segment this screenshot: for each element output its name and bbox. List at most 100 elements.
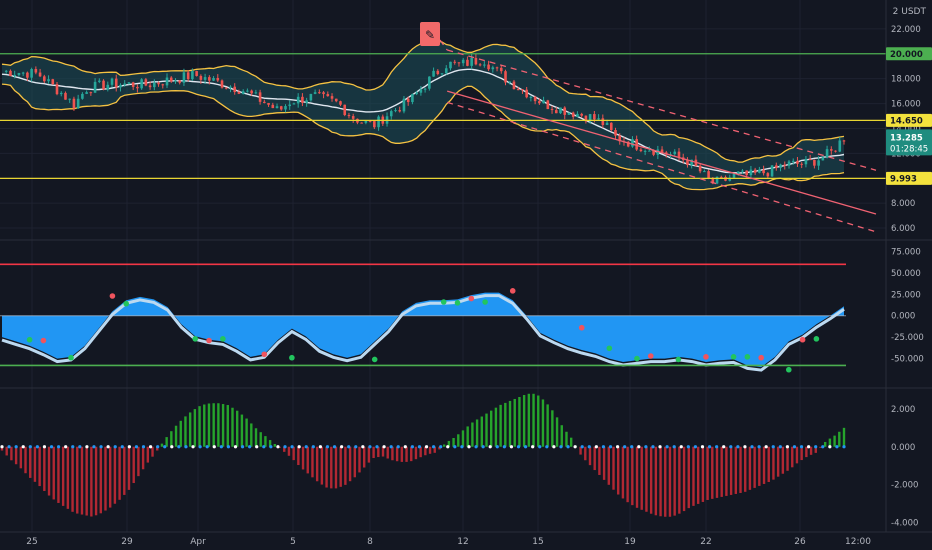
- candle-body: [597, 118, 600, 120]
- candle-body: [279, 106, 283, 110]
- candle-body: [516, 89, 520, 91]
- price-pane[interactable]: ✎: [0, 22, 886, 233]
- histogram-bar: [795, 446, 799, 464]
- osc-tick-label: -50.000: [891, 355, 924, 365]
- candle-body: [148, 85, 152, 88]
- candle-body: [258, 92, 262, 102]
- histogram-bar: [141, 446, 145, 470]
- zero-dot: [615, 445, 620, 449]
- histogram-bar: [363, 446, 366, 468]
- histogram-bar: [358, 446, 361, 473]
- candle-body: [406, 98, 410, 103]
- zero-dot: [559, 445, 563, 449]
- zero-dot: [580, 445, 584, 449]
- green-signal-dot: [289, 354, 295, 361]
- zero-dot: [403, 445, 407, 449]
- histogram-bar: [320, 446, 324, 485]
- histogram-bar: [607, 446, 611, 485]
- candle-body: [301, 96, 304, 103]
- histogram-bar: [532, 393, 535, 447]
- zero-dot: [750, 445, 754, 449]
- oscillator-axis[interactable]: 75.000 50.000 25.000 0.000 -25.000 -50.000: [891, 247, 924, 364]
- histogram-pane[interactable]: [0, 393, 846, 517]
- zero-dot: [495, 445, 499, 449]
- candle-body: [199, 75, 203, 80]
- channel-lower-line[interactable]: [446, 101, 877, 233]
- zero-dot: [106, 445, 110, 449]
- histogram-bar: [640, 446, 643, 510]
- hist-tick-label: 2.000: [891, 405, 915, 415]
- candle-body: [525, 89, 528, 98]
- histogram-bar: [753, 446, 756, 488]
- candle-body: [834, 150, 837, 152]
- zero-dot: [785, 445, 789, 449]
- candle-body: [309, 93, 313, 101]
- candle-body: [423, 88, 427, 90]
- candle-body: [377, 116, 380, 128]
- zero-dot: [552, 445, 556, 449]
- zero-dot: [545, 445, 549, 449]
- yellow-upper-tag-bg: [886, 113, 932, 127]
- price-tick-label: 22.000: [891, 25, 921, 35]
- candle-body: [339, 101, 342, 105]
- hist-tick-label: -2.000: [891, 481, 918, 491]
- green-signal-dot: [675, 356, 682, 363]
- time-axis[interactable]: 25 29 Apr 5 8 12 15 19 22 26 12:00: [26, 537, 871, 547]
- histogram-bar: [791, 446, 794, 468]
- green-signal-dot: [785, 366, 792, 373]
- histogram-bar: [235, 410, 239, 447]
- histogram-axis[interactable]: 2.000 0.000 -2.000 -4.000: [891, 405, 918, 529]
- zero-dot: [453, 445, 457, 449]
- candle-body: [660, 149, 664, 153]
- zero-dot: [644, 445, 648, 449]
- zero-dot: [283, 445, 287, 449]
- histogram-bar: [546, 404, 549, 447]
- note-box[interactable]: [420, 22, 440, 46]
- histogram-bar: [659, 446, 662, 517]
- lower-band-line: [1, 83, 845, 191]
- green-signal-dot: [440, 299, 447, 305]
- channel-upper-line[interactable]: [446, 49, 877, 171]
- histogram-bar: [372, 446, 375, 459]
- osc-tick-label: 25.000: [891, 290, 921, 300]
- hist-tick-label: -4.000: [891, 518, 918, 528]
- descending-channel[interactable]: [439, 39, 877, 233]
- green-signal-dot: [634, 355, 640, 362]
- zero-dot: [481, 445, 485, 449]
- histogram-bar: [767, 446, 770, 482]
- candle-body: [817, 160, 820, 166]
- candle-body: [609, 122, 613, 131]
- zero-dot: [304, 445, 308, 449]
- candle-body: [571, 112, 575, 117]
- candle-body: [72, 98, 76, 109]
- candle-body: [635, 139, 638, 150]
- candle-body: [275, 106, 279, 109]
- note-marker[interactable]: ✎: [420, 22, 440, 46]
- histogram-bar: [207, 403, 211, 447]
- histogram-bar: [99, 446, 102, 514]
- candle-body: [563, 107, 567, 115]
- histogram-bar: [588, 446, 592, 466]
- candle-body: [263, 101, 266, 103]
- zero-dot: [821, 445, 825, 449]
- red-signal-dot: [109, 293, 116, 299]
- candle-body: [9, 70, 12, 77]
- histogram-bar: [193, 409, 197, 447]
- histogram-bar: [805, 446, 808, 458]
- oscillator-pane[interactable]: [0, 263, 846, 373]
- candle-body: [432, 70, 435, 77]
- green-signal-dot: [730, 354, 737, 360]
- countdown-label: 01:28:45: [890, 144, 928, 154]
- zero-dot: [156, 445, 160, 449]
- red-signal-dot: [799, 336, 806, 343]
- channel-mid-line[interactable]: [446, 90, 877, 215]
- candle-body: [440, 73, 444, 75]
- zero-dot: [340, 445, 344, 449]
- histogram-bar: [758, 446, 761, 486]
- candle-body: [538, 101, 541, 104]
- zero-dot: [757, 445, 761, 449]
- candle-body: [43, 76, 46, 82]
- zero-dot: [807, 445, 811, 449]
- zero-dot: [623, 445, 627, 449]
